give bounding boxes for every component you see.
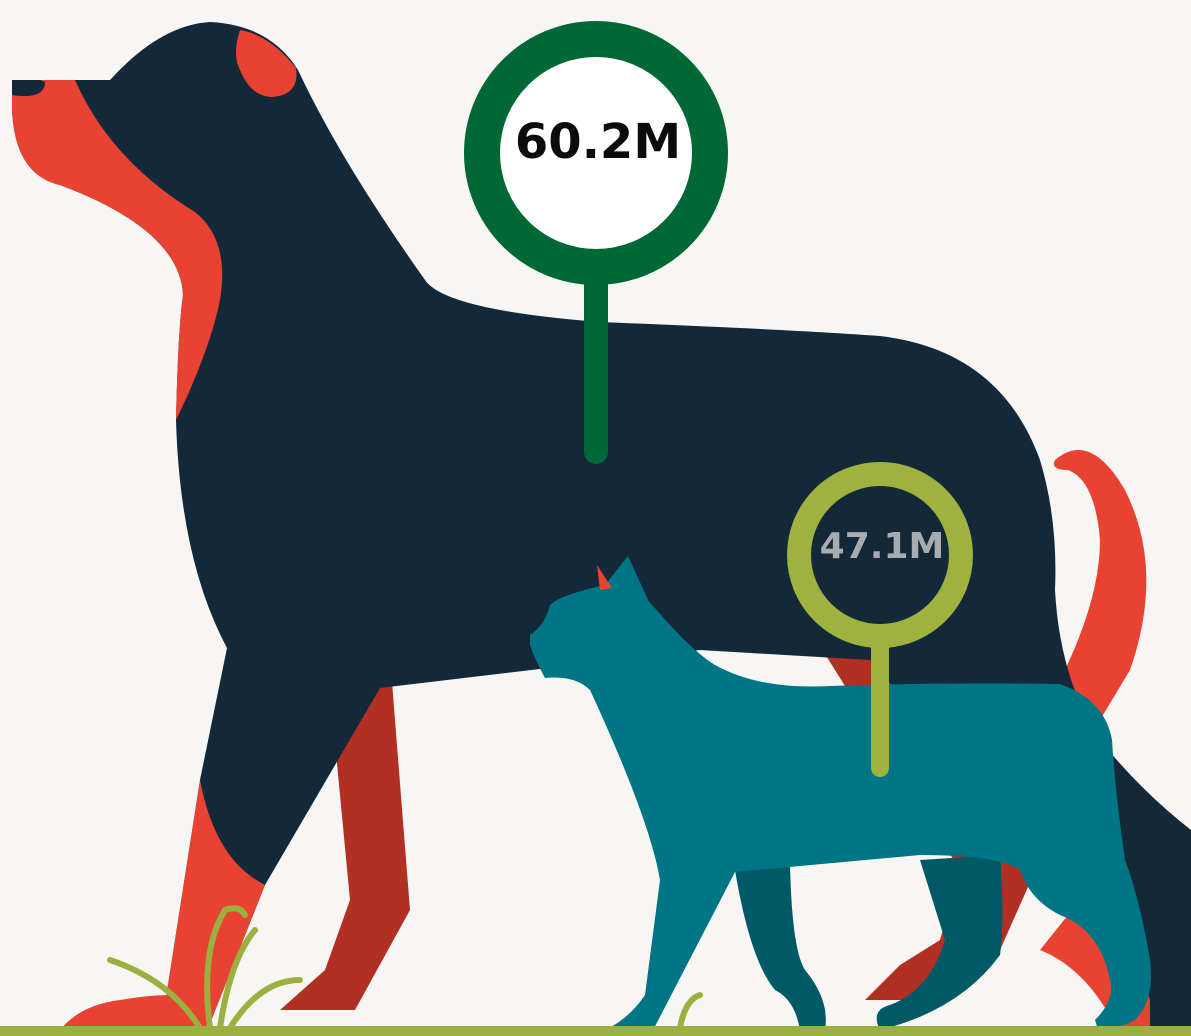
ground <box>0 1026 1191 1036</box>
illustration: 60.2M 47.1M <box>0 0 1191 1036</box>
dog-value: 60.2M <box>515 114 681 170</box>
cat-value: 47.1M <box>820 526 945 567</box>
